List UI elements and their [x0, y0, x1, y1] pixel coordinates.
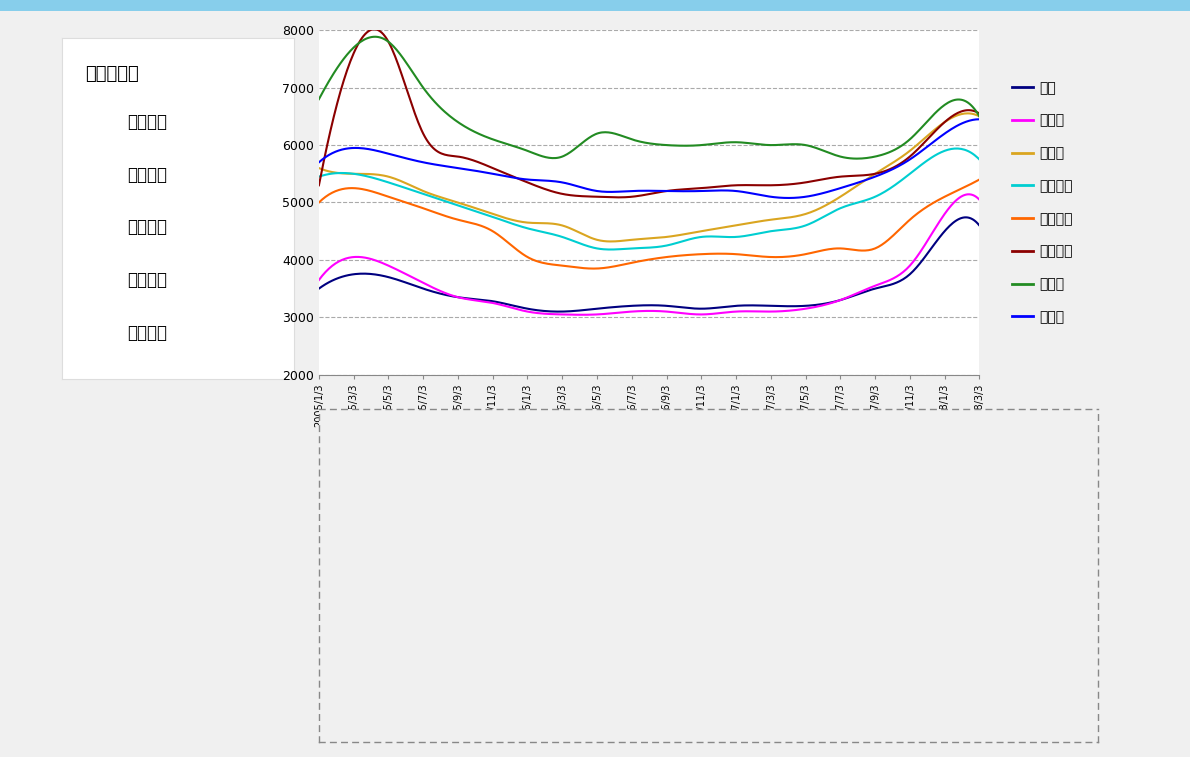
- 热轧薄板: [950, 144, 964, 153]
- 镀锌板: [368, 33, 382, 42]
- 镀锌板: [575, 139, 589, 148]
- 冷轧薄板: [972, 109, 987, 118]
- 镀锌板: [850, 154, 864, 164]
- 中厚板: [574, 229, 588, 238]
- 无缝管: [794, 193, 808, 202]
- 热轧卷板: [312, 198, 326, 207]
- 中厚板: [527, 219, 541, 228]
- Legend: 普线, 螺纹钢, 中厚板, 热轧薄板, 热轧卷板, 冷轧薄板, 镀锌板, 无缝管: 普线, 螺纹钢, 中厚板, 热轧薄板, 热轧卷板, 冷轧薄板, 镀锌板, 无缝管: [1006, 75, 1078, 330]
- 普线: [729, 301, 744, 310]
- 热轧薄板: [392, 181, 406, 190]
- 螺纹钢: [574, 310, 588, 319]
- 镀锌板: [794, 140, 808, 149]
- 镀锌板: [972, 112, 987, 121]
- 镀锌板: [729, 138, 744, 147]
- 冷轧薄板: [795, 179, 809, 188]
- 无缝管: [527, 176, 541, 185]
- 冷轧薄板: [575, 192, 589, 201]
- 普线: [959, 213, 973, 222]
- 普线: [575, 306, 589, 315]
- 普线: [972, 221, 987, 230]
- 螺纹钢: [972, 195, 987, 204]
- 螺纹钢: [527, 308, 541, 317]
- 普线: [794, 301, 808, 310]
- 无缝管: [727, 186, 741, 195]
- 中厚板: [794, 210, 808, 220]
- 普线: [312, 284, 326, 293]
- 螺纹钢: [312, 276, 326, 285]
- 普线: [790, 301, 804, 310]
- 热轧薄板: [527, 226, 541, 235]
- 无缝管: [574, 182, 588, 192]
- Text: 宝钢股份: 宝钢股份: [127, 113, 167, 131]
- 中厚板: [312, 164, 326, 173]
- 热轧薄板: [574, 239, 588, 248]
- Line: 无缝管: 无缝管: [319, 120, 979, 198]
- Line: 普线: 普线: [319, 217, 979, 312]
- Line: 镀锌板: 镀锌板: [319, 37, 979, 159]
- 中厚板: [603, 237, 618, 246]
- Text: 济南钢铁: 济南钢铁: [127, 271, 167, 289]
- 中厚板: [790, 211, 804, 220]
- 无缝管: [782, 194, 796, 203]
- 螺纹钢: [794, 305, 808, 314]
- 热轧卷板: [587, 264, 601, 273]
- Line: 中厚板: 中厚板: [319, 114, 979, 241]
- 冷轧薄板: [612, 193, 626, 202]
- 普线: [392, 276, 406, 285]
- 冷轧薄板: [791, 179, 806, 188]
- 螺纹钢: [963, 190, 977, 199]
- 冷轧薄板: [367, 25, 381, 34]
- 螺纹钢: [790, 305, 804, 314]
- Line: 冷轧薄板: 冷轧薄板: [319, 30, 979, 198]
- 热轧薄板: [729, 232, 744, 241]
- 热轧薄板: [603, 245, 618, 254]
- Line: 热轧薄板: 热轧薄板: [319, 148, 979, 250]
- 冷轧薄板: [312, 181, 326, 190]
- 中厚板: [972, 112, 987, 121]
- 热轧卷板: [729, 250, 744, 259]
- 镀锌板: [393, 49, 407, 58]
- 热轧薄板: [794, 223, 808, 232]
- Text: 代表公司：: 代表公司：: [86, 65, 139, 83]
- 热轧卷板: [794, 251, 808, 260]
- 螺纹钢: [392, 266, 406, 275]
- Text: 武钢股份: 武钢股份: [127, 166, 167, 184]
- 冷轧薄板: [393, 65, 407, 74]
- 普线: [552, 307, 566, 316]
- 冷轧薄板: [528, 181, 543, 190]
- 热轧卷板: [392, 195, 406, 204]
- Line: 螺纹钢: 螺纹钢: [319, 195, 979, 315]
- 镀锌板: [790, 140, 804, 149]
- 无缝管: [790, 193, 804, 202]
- 冷轧薄板: [731, 181, 745, 190]
- 中厚板: [729, 221, 744, 230]
- 热轧薄板: [972, 155, 987, 164]
- Text: 太钢不锈: 太钢不锈: [127, 324, 167, 342]
- 螺纹钢: [729, 307, 744, 316]
- 中厚板: [392, 176, 406, 185]
- 普线: [527, 305, 541, 314]
- 热轧卷板: [972, 175, 987, 184]
- 螺纹钢: [575, 310, 589, 319]
- 热轧薄板: [312, 172, 326, 181]
- 中厚板: [960, 109, 975, 118]
- 热轧卷板: [574, 263, 588, 273]
- 热轧卷板: [527, 256, 541, 265]
- Text: 鞍钢新轧: 鞍钢新轧: [127, 218, 167, 236]
- Line: 热轧卷板: 热轧卷板: [319, 179, 979, 269]
- 无缝管: [392, 152, 406, 161]
- 热轧卷板: [790, 251, 804, 260]
- 无缝管: [312, 157, 326, 167]
- 热轧薄板: [790, 223, 804, 232]
- 无缝管: [972, 115, 987, 124]
- 镀锌板: [312, 95, 326, 104]
- 镀锌板: [528, 149, 543, 158]
